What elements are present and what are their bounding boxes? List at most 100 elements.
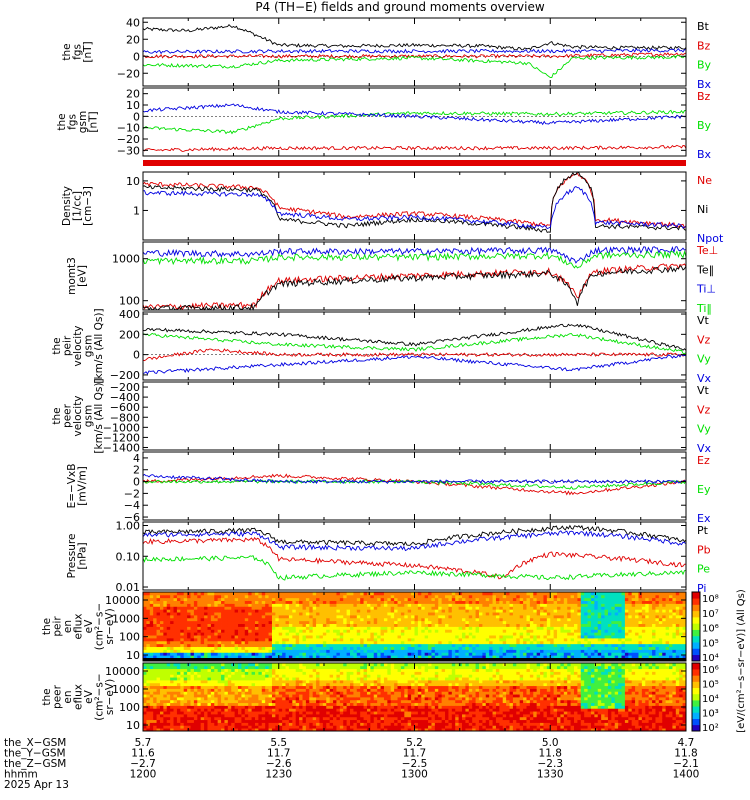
spectrogram-cell [546,597,551,602]
spectrogram-cell [149,702,154,706]
spectrogram-cell [275,617,280,622]
spectrogram-cell [584,655,588,659]
series-line-ni [142,171,687,233]
spectrogram-cell [512,600,517,604]
spectrogram-cell [635,623,639,627]
spectrogram-cell [658,615,663,619]
spectrogram-cell [567,612,572,616]
spectrogram-cell [163,674,168,678]
spectrogram-cell [166,728,171,732]
spectrogram-cell [380,594,385,599]
spectrogram-cell [356,597,361,602]
spectrogram-cell [672,652,677,656]
spectrogram-cell [366,623,371,627]
spectrogram-cell [441,626,446,630]
legend-entry: Pt [697,524,709,537]
spectrogram-cell [248,640,252,645]
spectrogram-cell [387,632,392,636]
spectrogram-cell [465,638,470,642]
spectrogram-cell [624,606,629,610]
spectrogram-cell [383,626,388,630]
spectrogram-cell [662,606,667,610]
spectrogram-cell [224,711,229,715]
spectrogram-cell [489,652,493,656]
spectrogram-cell [200,694,205,698]
spectrogram-cell [329,597,334,602]
spectrogram-cell [445,623,449,627]
spectrogram-cell [166,714,171,718]
spectrogram-cell [190,682,195,687]
spectrogram-cell [244,626,249,630]
spectrogram-cell [645,623,650,627]
spectrogram-cell [346,649,351,653]
spectrogram-cell [193,600,198,604]
spectrogram-cell [604,632,609,636]
spectrogram-cell [472,617,476,622]
spectrogram-cell [244,649,249,653]
spectrogram-cell [312,635,317,639]
spectrogram-cell [227,640,232,645]
spectrogram-cell [343,592,348,596]
spectrogram-cell [560,643,565,648]
spectrogram-cell [268,623,273,627]
spectrogram-cell [214,728,219,732]
spectrogram-cell [356,609,361,613]
spectrogram-cell [679,612,683,616]
spectrogram-cell [394,623,398,627]
spectrogram-cell [441,632,446,636]
spectrogram-cell [631,609,636,613]
spectrogram-cell [173,674,178,678]
spectrogram-cell [146,597,151,602]
spectrogram-cell [204,728,208,732]
spectrogram-cell [679,609,683,613]
spectrogram-cell [143,646,147,650]
spectrogram-cell [529,646,534,650]
spectrogram-cell [417,615,422,619]
spectrogram-cell [631,632,636,636]
spectrogram-cell [509,600,514,604]
spectrogram-cell [394,629,398,633]
spectrogram-cell [675,652,680,656]
spectrogram-cell [502,600,507,604]
spectrogram-cell [268,609,273,613]
y-axis-label-line: gsm [83,335,95,357]
spectrogram-cell [607,617,612,622]
spectrogram-cell [268,592,273,596]
spectrogram-cell [251,620,256,625]
spectrogram-cell [536,615,541,619]
spectrogram-cell [451,649,456,653]
spectrogram-cell [173,671,178,675]
spectrogram-cell [563,606,568,610]
spectrogram-cell [190,680,195,684]
spectrogram-cell [339,632,344,636]
spectrogram-cell [193,617,198,622]
spectrogram-cell [550,638,555,642]
spectrogram-cell [231,685,236,689]
spectrogram-cell [560,626,565,630]
spectrogram-cell [210,665,215,670]
spectrogram-cell [159,643,164,648]
spectrogram-cell [672,626,677,630]
spectrogram-cell [143,640,147,645]
spectrogram-cell [421,643,426,648]
spectrogram-cell [231,680,236,684]
spectrogram-cell [149,649,154,653]
spectrogram-cell [434,632,439,636]
spectrogram-cell [604,612,609,616]
spectrogram-cell [163,594,168,599]
spectrogram-cell [153,722,157,726]
spectrogram-cell [329,632,334,636]
spectrogram-cell [295,652,300,656]
spectrogram-cell [584,629,588,633]
spectrogram-cell [356,643,361,648]
spectrogram-cell [475,606,480,610]
spectrogram-cell [397,632,402,636]
spectrogram-cell [662,620,667,625]
spectrogram-cell [519,615,524,619]
spectrogram-cell [204,652,208,656]
spectrogram-cell [187,606,191,610]
spectrogram-cell [455,620,460,625]
spectrogram-cell [343,615,348,619]
